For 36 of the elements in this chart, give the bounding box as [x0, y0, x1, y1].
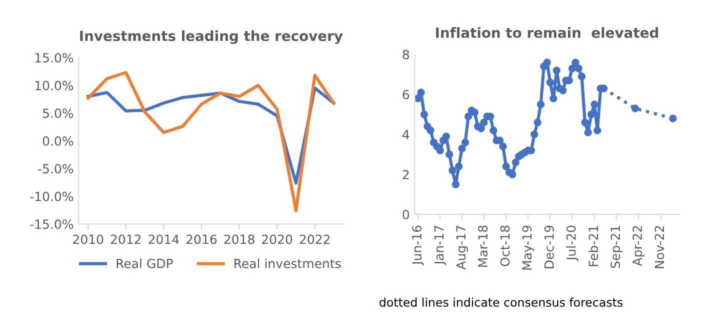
y-tick-label: 15.0% [35, 53, 74, 63]
y-tick-label: -10.0% [30, 192, 74, 202]
chart-title: Investments leading the recovery [80, 30, 343, 44]
x-tick-label: Apr-22 [632, 226, 644, 266]
x-tick-label: May-19 [522, 226, 534, 270]
chart-title: Inflation to remain elevated [436, 27, 658, 38]
y-tick-label: -15.0% [30, 219, 74, 229]
x-tick-label: 2014 [148, 234, 179, 244]
y-tick-label: -5.0% [38, 164, 74, 174]
y-tick-label: 6 [402, 90, 410, 100]
x-tick-label: 2012 [110, 234, 141, 244]
x-tick-label: Jul-20 [566, 226, 578, 261]
x-tick-label: Dec-19 [544, 226, 554, 268]
x-tick-label: 2016 [186, 234, 217, 244]
y-tick-label: 0 [402, 210, 410, 220]
y-tick-label: 0.0% [42, 136, 74, 146]
y-tick-label: 10.0% [35, 80, 74, 90]
y-tick-label: 2 [402, 170, 409, 180]
x-tick-label: Jan-17 [434, 226, 446, 266]
x-tick-label: 2020 [262, 234, 292, 244]
legend-label: Real GDP [116, 258, 173, 268]
x-tick-label: 2018 [224, 234, 254, 244]
y-tick-label: 4 [402, 130, 410, 140]
y-tick-label: 8 [402, 50, 409, 60]
x-tick-label: Sep-21 [610, 226, 622, 268]
x-tick-label: Oct-18 [500, 226, 510, 266]
x-tick-label: Jun-16 [412, 226, 424, 266]
x-tick-label: 2010 [73, 234, 104, 244]
text: dotted lines indicate consensus forecasts [380, 298, 622, 307]
x-tick-label: 2022 [300, 234, 330, 244]
legend-label: Real investments [234, 258, 341, 268]
y-tick-label: 5.0% [43, 108, 74, 118]
x-tick-label: Aug-17 [456, 226, 468, 270]
x-tick-label: Feb-21 [588, 226, 598, 266]
x-tick-label: Mar-18 [478, 226, 488, 267]
x-tick-label: Nov-22 [654, 226, 664, 268]
